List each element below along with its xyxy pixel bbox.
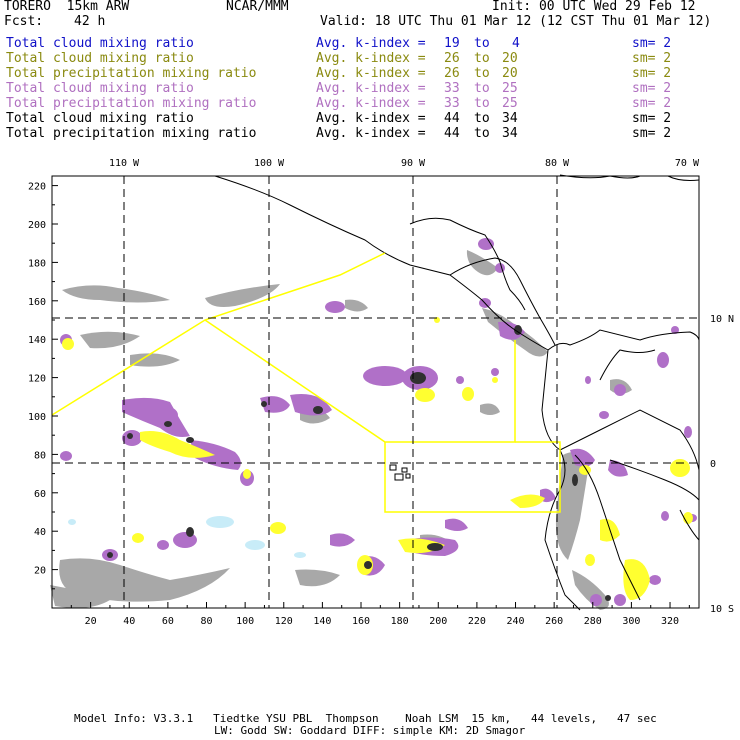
legend-kindex: Avg. k-index = bbox=[316, 36, 426, 51]
legend-to: to bbox=[474, 81, 490, 96]
legend-k1: 44 bbox=[444, 111, 460, 126]
lon-label-80w: 80 W bbox=[545, 158, 570, 169]
legend-sm: sm= 2 bbox=[632, 111, 672, 126]
legend-sm: sm= 2 bbox=[632, 66, 672, 81]
x-tick-label: 220 bbox=[468, 616, 486, 627]
x-tick-label: 200 bbox=[429, 616, 447, 627]
legend-k2: 4 bbox=[512, 36, 520, 51]
y-tick-labels: 20 40 60 80 100 120 140 160 180 200 220 bbox=[28, 182, 46, 577]
legend-k2: 20 bbox=[502, 51, 518, 66]
legend-k1: 33 bbox=[444, 96, 460, 111]
y-tick-label: 160 bbox=[28, 297, 46, 308]
init-time: Init: 00 UTC Wed 29 Feb 12 bbox=[492, 0, 696, 14]
legend-k2: 34 bbox=[502, 111, 518, 126]
y-tick-label: 140 bbox=[28, 335, 46, 346]
x-tick-label: 40 bbox=[123, 616, 135, 627]
purple-cloud-layer bbox=[60, 238, 697, 606]
dark-core-layer bbox=[107, 325, 611, 601]
x-tick-label: 240 bbox=[506, 616, 524, 627]
x-tick-label: 180 bbox=[391, 616, 409, 627]
x-tick-labels: 20 40 60 80 100 120 140 160 180 200 220 240 260 280 30… bbox=[85, 616, 679, 627]
forecast-label: Fcst: bbox=[4, 14, 44, 29]
x-tick-label: 20 bbox=[85, 616, 97, 627]
lon-label-100w: 100 W bbox=[254, 158, 285, 169]
valid-time: Valid: 18 UTC Thu 01 Mar 12 (12 CST Thu … bbox=[320, 14, 712, 29]
y-tick-label: 40 bbox=[34, 527, 46, 538]
x-tick-label: 140 bbox=[313, 616, 331, 627]
y-tick-label: 200 bbox=[28, 220, 46, 231]
x-tick-label: 280 bbox=[584, 616, 602, 627]
legend-sm: sm= 2 bbox=[632, 51, 672, 66]
legend-to: to bbox=[474, 126, 490, 141]
x-tick-label: 80 bbox=[200, 616, 212, 627]
y-tick-label: 120 bbox=[28, 374, 46, 385]
legend-kindex: Avg. k-index = bbox=[316, 126, 426, 141]
cloud-fields bbox=[50, 238, 697, 610]
lon-label-110w: 110 W bbox=[109, 158, 140, 169]
x-tick-label: 120 bbox=[275, 616, 293, 627]
legend-k2: 25 bbox=[502, 81, 518, 96]
y-tick-label: 80 bbox=[34, 450, 46, 461]
legend-k1: 44 bbox=[444, 126, 460, 141]
lat-label-10s: 10 S bbox=[710, 604, 734, 615]
gray-cloud-layer bbox=[50, 250, 632, 610]
legend-to: to bbox=[474, 36, 490, 51]
legend-kindex: Avg. k-index = bbox=[316, 51, 426, 66]
y-tick-label: 180 bbox=[28, 258, 46, 269]
map-frame bbox=[51, 175, 700, 609]
y-tick-label: 20 bbox=[34, 566, 46, 577]
legend-kindex: Avg. k-index = bbox=[316, 96, 426, 111]
x-tick-label: 300 bbox=[622, 616, 640, 627]
legend-field: Total cloud mixing ratio bbox=[6, 51, 194, 66]
legend-field: Total cloud mixing ratio bbox=[6, 81, 194, 96]
legend-sm: sm= 2 bbox=[632, 81, 672, 96]
model-title: TORERO 15km ARW bbox=[4, 0, 130, 14]
legend-to: to bbox=[474, 51, 490, 66]
legend-kindex: Avg. k-index = bbox=[316, 111, 426, 126]
y-tick-label: 100 bbox=[28, 412, 46, 423]
lat-lon-grid bbox=[52, 176, 699, 608]
legend-k2: 34 bbox=[502, 126, 518, 141]
lon-label-90w: 90 W bbox=[401, 158, 426, 169]
legend-k2: 25 bbox=[502, 96, 518, 111]
legend-field: Total precipitation mixing ratio bbox=[6, 126, 257, 141]
physics-info: LW: Godd SW: Goddard DIFF: simple KM: 2D… bbox=[214, 724, 526, 737]
model-info: Model Info: V3.3.1 Tiedtke YSU PBL Thomp… bbox=[74, 712, 657, 725]
legend-k2: 20 bbox=[502, 66, 518, 81]
legend-sm: sm= 2 bbox=[632, 96, 672, 111]
legend-to: to bbox=[474, 96, 490, 111]
x-tick-label: 320 bbox=[661, 616, 679, 627]
coastlines bbox=[214, 174, 700, 611]
legend-to: to bbox=[474, 111, 490, 126]
legend-sm: sm= 2 bbox=[632, 36, 672, 51]
lat-label-10n: 10 N bbox=[710, 314, 734, 325]
legend-field: Total cloud mixing ratio bbox=[6, 111, 194, 126]
axis-ticks bbox=[52, 185, 690, 608]
legend-field: Total precipitation mixing ratio bbox=[6, 66, 257, 81]
legend-kindex: Avg. k-index = bbox=[316, 81, 426, 96]
legend-k1: 26 bbox=[444, 66, 460, 81]
legend-k1: 33 bbox=[444, 81, 460, 96]
x-tick-label: 260 bbox=[545, 616, 563, 627]
x-tick-label: 60 bbox=[162, 616, 174, 627]
yellow-cloud-layer bbox=[62, 317, 693, 600]
forecast-value: 42 h bbox=[74, 14, 106, 29]
legend-kindex: Avg. k-index = bbox=[316, 66, 426, 81]
x-tick-label: 160 bbox=[352, 616, 370, 627]
legend-field: Total precipitation mixing ratio bbox=[6, 96, 257, 111]
x-tick-label: 100 bbox=[236, 616, 254, 627]
cyan-layer bbox=[68, 516, 306, 558]
y-tick-label: 60 bbox=[34, 489, 46, 500]
legend-field: Total cloud mixing ratio bbox=[6, 36, 194, 51]
lon-label-70w: 70 W bbox=[675, 158, 700, 169]
legend-k1: 19 bbox=[444, 36, 460, 51]
y-tick-label: 220 bbox=[28, 182, 46, 193]
legend-sm: sm= 2 bbox=[632, 126, 672, 141]
center-label: NCAR/MMM bbox=[226, 0, 289, 14]
domain-outlines bbox=[51, 252, 561, 513]
legend-k1: 26 bbox=[444, 51, 460, 66]
legend-to: to bbox=[474, 66, 490, 81]
lat-label-0: 0 bbox=[710, 459, 716, 470]
